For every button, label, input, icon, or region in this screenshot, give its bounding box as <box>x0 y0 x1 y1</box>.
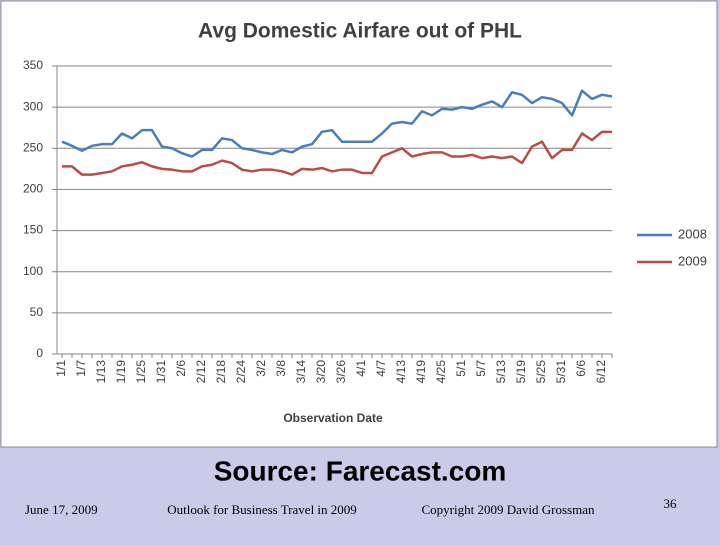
x-tick-label: 4/13 <box>394 360 408 384</box>
x-tick-label: 2/18 <box>214 360 228 384</box>
x-tick-label: 1/13 <box>94 360 108 384</box>
x-axis-title: Observation Date <box>283 411 383 425</box>
x-tick-label: 1/1 <box>54 360 68 377</box>
x-tick-label: 5/25 <box>534 360 548 384</box>
x-tick-label: 1/25 <box>134 360 148 384</box>
chart-title: Avg Domestic Airfare out of PHL <box>198 20 522 43</box>
x-tick-label: 3/14 <box>294 360 308 384</box>
series-line <box>62 130 612 176</box>
footer-date: June 17, 2009 <box>25 502 98 517</box>
x-tick-label: 1/7 <box>74 360 88 377</box>
x-tick-label: 2/24 <box>234 360 248 384</box>
y-tick-label: 300 <box>23 99 43 113</box>
x-tick-label: 1/19 <box>114 360 128 384</box>
y-tick-label: 150 <box>23 223 43 237</box>
x-tick-label: 4/1 <box>354 360 368 377</box>
x-tick-label: 2/12 <box>194 360 208 384</box>
page-number: 36 <box>664 496 678 511</box>
x-tick-label: 3/26 <box>334 360 348 384</box>
x-tick-label: 3/2 <box>254 360 268 377</box>
chart-frame <box>0 0 718 448</box>
y-tick-label: 350 <box>23 58 43 72</box>
y-tick-label: 50 <box>30 305 44 319</box>
x-tick-label: 6/6 <box>574 360 588 377</box>
x-tick-label: 6/12 <box>594 360 608 384</box>
x-tick-label: 4/19 <box>414 360 428 384</box>
x-tick-label: 5/19 <box>514 360 528 384</box>
source: Source: Farecast.com <box>214 455 507 486</box>
y-tick-label: 0 <box>36 346 43 360</box>
footer-presentation: Outlook for Business Travel in 2009 <box>167 502 357 517</box>
x-tick-label: 5/31 <box>554 360 568 384</box>
legend-label: 2009 <box>678 253 707 268</box>
x-tick-label: 5/7 <box>474 360 488 377</box>
x-tick-label: 2/6 <box>174 360 188 377</box>
footer-copyright: Copyright 2009 David Grossman <box>422 502 595 517</box>
x-tick-label: 4/7 <box>374 360 388 377</box>
legend-label: 2008 <box>678 226 707 241</box>
x-tick-label: 4/25 <box>434 360 448 384</box>
series-line <box>61 89 613 158</box>
x-tick-label: 3/8 <box>274 360 288 377</box>
x-tick-label: 1/31 <box>154 360 168 384</box>
x-tick-label: 3/20 <box>314 360 328 384</box>
y-tick-label: 250 <box>23 140 43 154</box>
x-tick-label: 5/13 <box>494 360 508 384</box>
y-tick-label: 100 <box>23 264 43 278</box>
y-tick-label: 200 <box>23 182 43 196</box>
x-tick-label: 5/1 <box>454 360 468 377</box>
